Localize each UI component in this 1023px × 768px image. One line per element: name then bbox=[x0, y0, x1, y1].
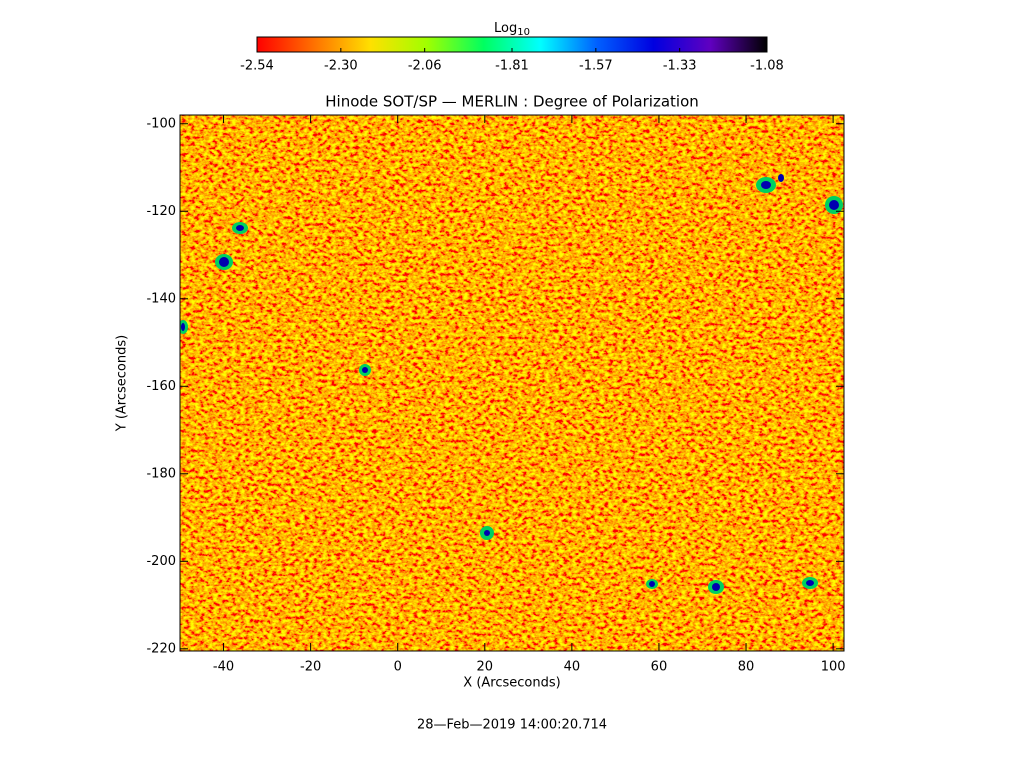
colorbar-label-subscript: 10 bbox=[517, 27, 530, 38]
y-tick-label: -140 bbox=[146, 291, 176, 306]
colorbar-tick-label: -1.33 bbox=[663, 59, 697, 74]
x-tick-label: 100 bbox=[821, 660, 846, 675]
timestamp: 28—Feb—2019 14:00:20.714 bbox=[417, 718, 607, 733]
x-tick-label: 80 bbox=[738, 660, 755, 675]
y-axis-label: Y (Arcseconds) bbox=[115, 335, 130, 432]
y-tick-label: -120 bbox=[146, 204, 176, 219]
plot-frame bbox=[179, 114, 845, 652]
y-tick-label: -180 bbox=[146, 466, 176, 481]
colorbar-tick-label: -1.57 bbox=[579, 59, 613, 74]
colorbar-label: Log10 bbox=[494, 21, 530, 39]
colorbar-tick-label: -2.06 bbox=[408, 59, 442, 74]
x-tick-label: 0 bbox=[394, 660, 402, 675]
colorbar-tick-label: -1.81 bbox=[495, 59, 529, 74]
strong-polarization-spots bbox=[181, 174, 839, 591]
colorbar-label-base: Log bbox=[494, 21, 517, 36]
chart-title: Hinode SOT/SP — MERLIN : Degree of Polar… bbox=[325, 93, 699, 111]
x-axis-label: X (Arcseconds) bbox=[463, 676, 560, 691]
x-tick-label: 40 bbox=[564, 660, 581, 675]
colorbar-tick-label: -1.08 bbox=[750, 59, 784, 74]
colorbar-tick-label: -2.30 bbox=[324, 59, 358, 74]
y-tick-label: -200 bbox=[146, 554, 176, 569]
x-tick-label: 60 bbox=[651, 660, 668, 675]
y-tick-label: -160 bbox=[146, 379, 176, 394]
x-tick-label: -20 bbox=[300, 660, 321, 675]
colorbar-tick-label: -2.54 bbox=[240, 59, 274, 74]
y-tick-label: -100 bbox=[146, 116, 176, 131]
y-tick-label: -220 bbox=[146, 641, 176, 656]
x-tick-label: -40 bbox=[213, 660, 234, 675]
image-texture bbox=[180, 115, 844, 651]
x-tick-label: 20 bbox=[477, 660, 494, 675]
solar-image bbox=[180, 115, 844, 651]
